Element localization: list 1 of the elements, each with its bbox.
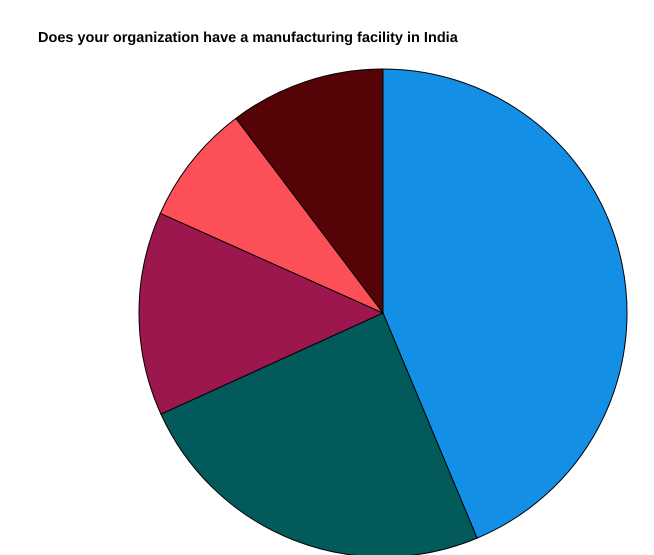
chart-title: Does your organization have a manufacturing facility in India [38, 30, 458, 46]
